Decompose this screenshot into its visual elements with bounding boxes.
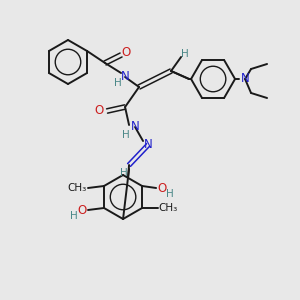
- Text: O: O: [77, 203, 87, 217]
- Text: H: H: [70, 211, 78, 221]
- Text: H: H: [114, 78, 122, 88]
- Text: H: H: [120, 168, 128, 178]
- Text: N: N: [131, 121, 140, 134]
- Text: N: N: [241, 73, 249, 85]
- Text: CH₃: CH₃: [158, 203, 178, 213]
- Text: H: H: [166, 189, 174, 199]
- Text: H: H: [181, 49, 189, 59]
- Text: CH₃: CH₃: [68, 183, 87, 193]
- Text: O: O: [94, 104, 104, 118]
- Text: N: N: [121, 70, 129, 83]
- Text: O: O: [158, 182, 167, 194]
- Text: O: O: [122, 46, 131, 59]
- Text: N: N: [144, 139, 152, 152]
- Text: H: H: [122, 130, 130, 140]
